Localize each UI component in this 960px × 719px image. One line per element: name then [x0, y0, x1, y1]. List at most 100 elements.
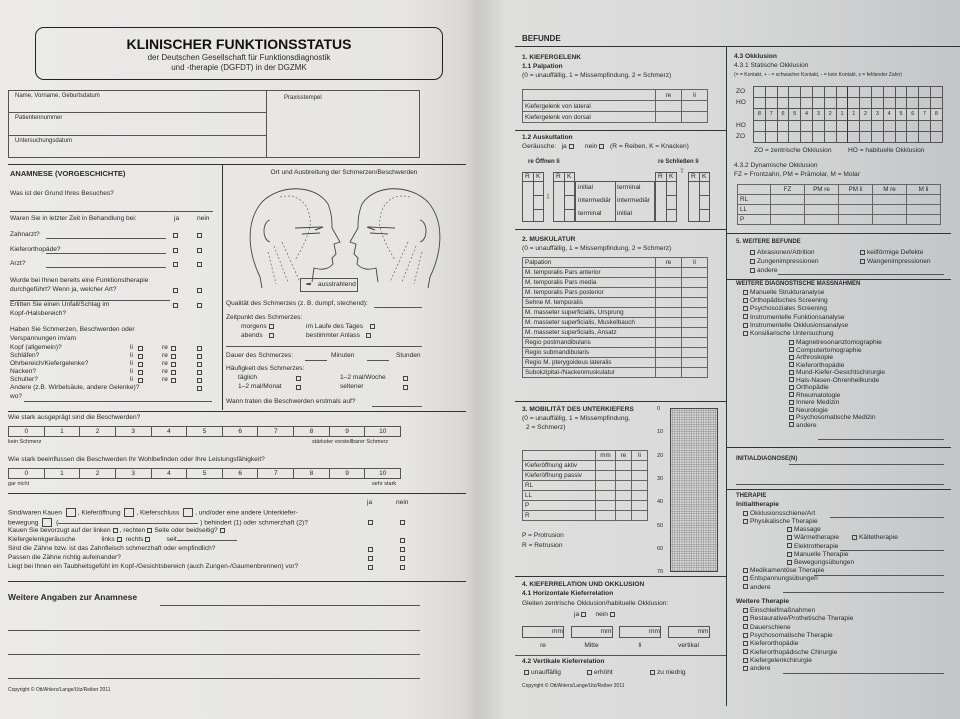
checkbox-option[interactable]: Psychosomatische Medizin	[787, 414, 876, 422]
value-cell[interactable]	[681, 317, 708, 328]
value-cell[interactable]	[631, 490, 648, 501]
checkbox-option[interactable]: Restaurative/Prothetische Therapie	[741, 615, 853, 623]
checkbox[interactable]	[400, 520, 405, 525]
checkbox[interactable]	[197, 247, 202, 253]
checkbox-option[interactable]: Mund-Kiefer-Gesichtschirurgie	[787, 369, 885, 377]
scale-cell[interactable]: 5	[187, 469, 223, 478]
monthly-option[interactable]: 1–2 mal/Monat	[238, 383, 282, 390]
checkbox-option[interactable]: Wangenimpressionen	[858, 258, 931, 266]
checkbox[interactable]	[743, 314, 748, 320]
value-cell[interactable]	[681, 367, 708, 378]
mm-grid[interactable]	[670, 408, 718, 573]
value-cell[interactable]	[655, 287, 682, 298]
checkbox[interactable]	[173, 233, 178, 238]
occlusal-splint-input[interactable]	[830, 517, 944, 518]
checkbox-option[interactable]: Bewegungsübungen	[785, 559, 854, 567]
electrotherapy-input[interactable]	[840, 550, 944, 551]
value-cell[interactable]	[655, 347, 682, 358]
checkbox-option[interactable]: Physikalische Therapie	[741, 518, 818, 526]
checkbox[interactable]	[138, 346, 143, 351]
value-cell[interactable]	[838, 214, 873, 225]
checkbox[interactable]	[789, 339, 794, 345]
value-cell[interactable]	[838, 204, 873, 215]
value-cell[interactable]	[615, 510, 632, 521]
practice-stamp-field[interactable]: Praxisstempel	[284, 95, 322, 101]
value-cell[interactable]	[655, 111, 682, 123]
checkbox[interactable]	[197, 362, 202, 367]
tooth-cell[interactable]	[930, 130, 943, 143]
value-cell[interactable]	[804, 214, 839, 225]
checkbox[interactable]	[852, 534, 857, 540]
checkbox[interactable]	[171, 346, 176, 351]
value-cell[interactable]	[595, 490, 616, 501]
scale-cell[interactable]: 3	[116, 469, 152, 478]
scale-cell[interactable]: 7	[258, 427, 295, 436]
scale-cell[interactable]: 0	[9, 427, 45, 436]
checkbox[interactable]	[197, 386, 202, 391]
checkbox[interactable]	[400, 556, 405, 561]
value-cell[interactable]	[681, 307, 708, 318]
checkbox[interactable]	[138, 378, 143, 383]
checkbox[interactable]	[743, 306, 748, 312]
other-input[interactable]	[783, 673, 944, 674]
checkbox-option[interactable]: Hals-Nasen-Ohrenheilkunde	[787, 377, 879, 385]
value-cell[interactable]	[595, 500, 616, 511]
exam-date-field[interactable]: Untersuchungsdatum	[15, 138, 73, 144]
checkbox-option[interactable]: Orthopädisches Screening	[741, 297, 828, 305]
scale-cell[interactable]: 1	[45, 469, 81, 478]
checkbox-option[interactable]: Manuelle Therapie	[785, 551, 849, 559]
value-cell[interactable]	[631, 470, 648, 481]
value-cell[interactable]	[906, 194, 941, 205]
value-cell[interactable]	[655, 367, 682, 378]
value-cell[interactable]	[631, 500, 648, 511]
checkbox-option[interactable]: Kieferorthopädische Chirurgie	[741, 649, 837, 657]
value-cell[interactable]	[655, 267, 682, 278]
checkbox[interactable]	[743, 567, 748, 573]
morning-option[interactable]: morgens	[241, 323, 276, 331]
checkbox-option[interactable]: Abrasionen/Attrition	[748, 249, 815, 257]
scale-cell[interactable]: 8	[294, 427, 330, 436]
value-cell[interactable]	[595, 510, 616, 521]
checkbox-option[interactable]: Kältetherapie	[850, 534, 898, 542]
scale-cell[interactable]: 3	[116, 427, 152, 436]
value-cell[interactable]	[804, 204, 839, 215]
checkbox[interactable]	[587, 669, 592, 675]
checkbox-option[interactable]: Innere Medizin	[787, 399, 839, 407]
diagnosis-input[interactable]	[736, 484, 944, 485]
value-cell[interactable]	[631, 510, 648, 521]
weekly-option[interactable]: 1–2 mal/Woche	[340, 374, 386, 381]
medication-input[interactable]	[814, 575, 944, 576]
mm-input[interactable]	[667, 626, 710, 638]
scale-cell[interactable]: 5	[187, 427, 223, 436]
checkbox[interactable]	[789, 407, 794, 413]
checkbox[interactable]	[171, 378, 176, 383]
checkbox[interactable]	[789, 347, 794, 353]
checkbox[interactable]	[296, 376, 301, 381]
checkbox[interactable]	[750, 267, 755, 273]
further-anamnesis-input[interactable]	[8, 630, 420, 631]
checkbox[interactable]	[789, 362, 794, 368]
checkbox[interactable]	[743, 330, 748, 336]
checkbox-option[interactable]: Einschleifmaßnahmen	[741, 607, 815, 615]
checkbox[interactable]	[368, 565, 373, 570]
checkbox[interactable]	[650, 669, 655, 675]
checkbox[interactable]	[743, 289, 748, 295]
mm-input[interactable]	[619, 626, 661, 638]
checkbox-option[interactable]: Elektrotherapie	[785, 543, 838, 551]
checkbox-option[interactable]: Dauerschiene	[741, 624, 791, 632]
evening-option[interactable]: abends	[241, 332, 276, 340]
value-cell[interactable]	[770, 204, 805, 215]
checkbox[interactable]	[173, 303, 178, 308]
value-cell[interactable]	[770, 194, 805, 205]
checkbox[interactable]	[197, 378, 202, 383]
value-cell[interactable]	[872, 204, 907, 215]
value-cell[interactable]	[655, 357, 682, 368]
checkbox[interactable]	[197, 303, 202, 308]
checkbox[interactable]	[368, 556, 373, 561]
checkbox-option[interactable]: Instrumentelle Funktionsanalyse	[741, 314, 845, 322]
checkbox[interactable]	[197, 370, 202, 375]
other-input[interactable]	[778, 274, 944, 275]
value-cell[interactable]	[595, 470, 616, 481]
checkbox-option[interactable]: andere	[748, 267, 778, 275]
checkbox[interactable]	[743, 616, 748, 622]
